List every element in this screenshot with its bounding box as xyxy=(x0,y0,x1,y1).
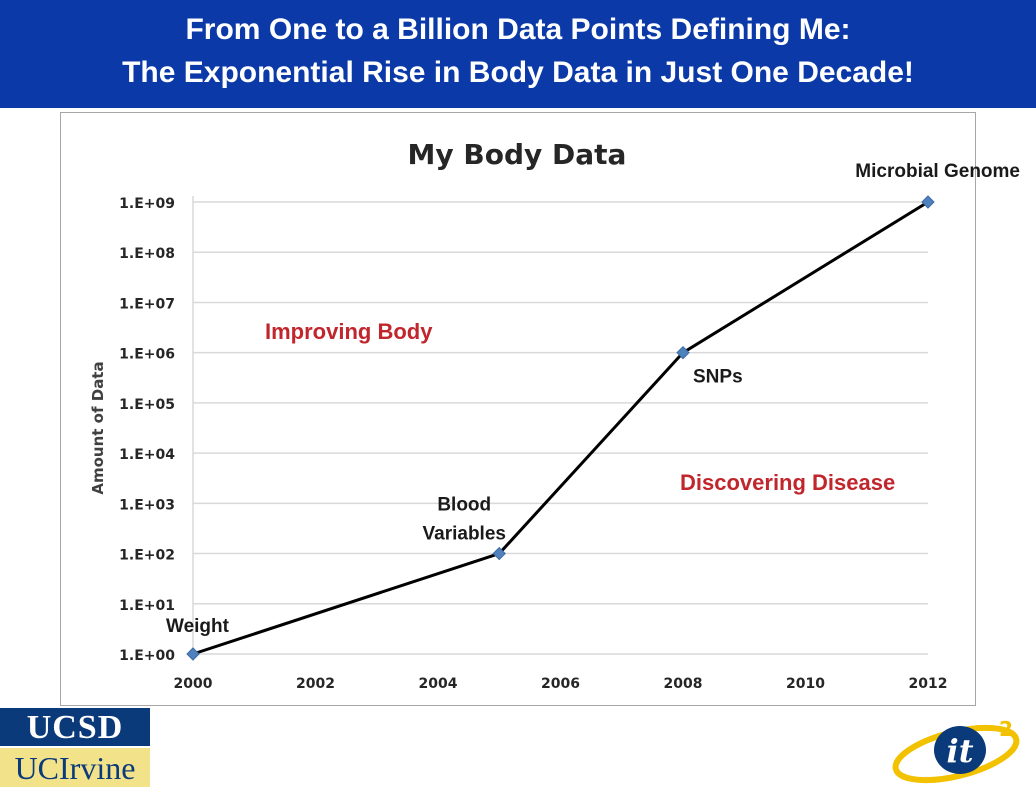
x-tick-label: 2004 xyxy=(419,676,458,692)
it2-logo-superscript: 2 xyxy=(999,717,1013,741)
point-label: Variables xyxy=(423,524,506,545)
chart-frame xyxy=(60,112,976,706)
y-tick-label: 1.E+01 xyxy=(119,598,175,614)
slide-title-line-1: From One to a Billion Data Points Defini… xyxy=(185,13,851,46)
y-tick-label: 1.E+08 xyxy=(119,246,175,262)
y-axis-label: Amount of Data xyxy=(89,361,107,494)
slide-title-line-2: The Exponential Rise in Body Data in Jus… xyxy=(122,56,914,89)
x-tick-label: 2010 xyxy=(786,676,825,692)
y-tick-label: 1.E+05 xyxy=(119,397,175,413)
y-tick-label: 1.E+06 xyxy=(119,347,175,363)
ucsd-logo: UCSD xyxy=(0,708,150,746)
x-tick-label: 2002 xyxy=(296,676,335,692)
it2-logo: it 2 xyxy=(892,717,1020,784)
point-label: Microbial Genome xyxy=(855,161,1020,182)
title-banner: From One to a Billion Data Points Defini… xyxy=(0,0,1036,111)
x-tick-label: 2008 xyxy=(664,676,703,692)
y-tick-label: 1.E+04 xyxy=(119,447,175,463)
series-line xyxy=(192,200,929,656)
y-tick-label: 1.E+00 xyxy=(119,648,175,664)
chart-title: My Body Data xyxy=(408,138,627,171)
point-label: Blood xyxy=(437,495,491,516)
annotation-discovering-disease: Discovering Disease xyxy=(680,470,895,495)
data-point-marker xyxy=(921,195,935,209)
point-label: Weight xyxy=(166,616,230,637)
x-tick-label: 2000 xyxy=(174,676,213,692)
data-point-marker xyxy=(492,546,506,561)
x-tick-label: 2006 xyxy=(541,676,580,692)
annotation-improving-body: Improving Body xyxy=(265,319,433,344)
y-tick-label: 1.E+03 xyxy=(119,497,175,513)
y-tick-label: 1.E+07 xyxy=(119,296,175,312)
point-label: SNPs xyxy=(693,367,743,388)
it2-logo-text: it xyxy=(947,732,974,770)
y-tick-label: 1.E+09 xyxy=(119,196,175,212)
uc-irvine-logo: UCIrvine xyxy=(0,748,150,787)
x-tick-label: 2012 xyxy=(909,676,948,692)
y-tick-label: 1.E+02 xyxy=(119,548,175,564)
data-point-marker xyxy=(676,345,690,360)
data-point-marker xyxy=(186,647,200,661)
